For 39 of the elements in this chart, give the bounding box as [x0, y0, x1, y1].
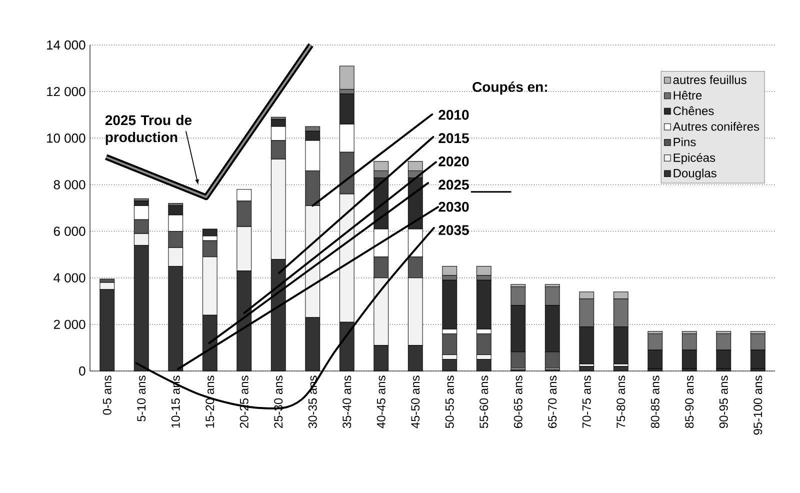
- y-tick-label: 0: [79, 366, 86, 376]
- annotation: 2030: [438, 202, 469, 212]
- x-tick-label: 60-65 ans: [514, 376, 522, 428]
- legend-label: autres feuillus: [673, 75, 746, 84]
- legend-label: Autres conifères: [672, 122, 760, 131]
- x-tick-label: 80-85 ans: [650, 376, 660, 428]
- annotation: 2020: [438, 156, 469, 166]
- annotation: 2015: [438, 133, 469, 144]
- x-tick-label: 15-20 ans: [206, 376, 214, 428]
- annotation: 2025: [438, 180, 469, 190]
- annotation: 2035: [438, 225, 469, 236]
- x-tick-label: 95-100 ans: [754, 376, 762, 435]
- annotation: Coupés en:: [472, 81, 547, 95]
- y-tick-label: 14 000: [47, 40, 86, 50]
- x-tick-label: 70-75 ans: [582, 376, 591, 428]
- x-tick-label: 90-95 ans: [719, 376, 728, 428]
- x-tick-label: 5-10 ans: [137, 376, 146, 422]
- x-tick-label: 0-5 ans: [102, 376, 112, 415]
- x-tick-label: 50-55 ans: [445, 376, 454, 428]
- x-tick-label: 35-40 ans: [342, 376, 352, 428]
- legend-label: Hêtre: [674, 90, 702, 100]
- y-tick-label: 2 000: [54, 320, 86, 330]
- y-tick-label: 10 000: [47, 134, 86, 143]
- x-tick-label: 55-60 ans: [480, 376, 488, 428]
- x-tick-label: 40-45 ans: [376, 376, 386, 428]
- x-tick-label: 45-50 ans: [411, 376, 420, 428]
- x-tick-label: 10-15 ans: [171, 376, 180, 428]
- legend-label: Pins: [674, 137, 696, 146]
- y-tick-label: 8 000: [54, 180, 86, 190]
- y-tick-label: 6 000: [54, 226, 86, 236]
- x-tick-label: 85-90 ans: [685, 376, 694, 428]
- legend-label: Epicéas: [674, 152, 716, 164]
- legend-label: Chênes: [673, 106, 714, 116]
- y-tick-label: 12 000: [47, 86, 86, 96]
- x-tick-label: 75-80 ans: [616, 376, 626, 428]
- annotation: 2010: [438, 110, 469, 120]
- x-tick-label: 65-70 ans: [548, 376, 557, 428]
- legend-label: Douglas: [674, 168, 716, 180]
- y-tick-label: 4 000: [54, 273, 86, 282]
